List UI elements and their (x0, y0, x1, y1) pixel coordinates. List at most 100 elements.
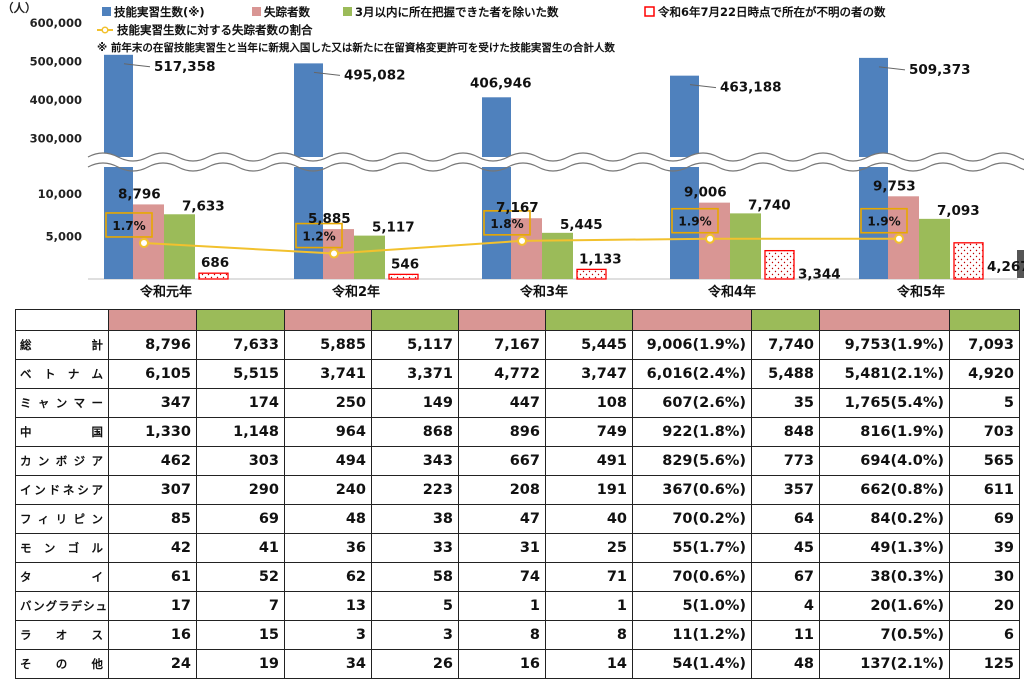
cell-missing: 9,006(1.9%) (632, 330, 752, 360)
table-row: バングラデシュ 17 7 13 5 1 1 5(1.0%) 4 20(1.6%) 20 (15, 591, 1020, 621)
cell-located: 3,747 (545, 359, 633, 389)
table-row: モンゴル 42 41 36 33 31 25 55(1.7%) 45 49(1.3%) 39 (15, 533, 1020, 563)
ratio-label-box (860, 207, 908, 234)
cell-located: 290 (196, 475, 285, 505)
table-row: インドネシア 307 290 240 223 208 191 367(0.6%) 357 662(… (15, 475, 1020, 505)
scroll-edge (1017, 250, 1024, 278)
legend-label-trainees: 技能実習生数(※) (114, 5, 205, 19)
cell-located: 48 (751, 649, 820, 679)
header-located-swatch (196, 309, 285, 331)
cell-located: 25 (545, 533, 633, 563)
cell-missing: 240 (284, 475, 372, 505)
bar-unknown (198, 272, 229, 280)
cell-missing: 964 (284, 417, 372, 447)
bar-trainees (482, 97, 511, 279)
cell-missing: 61 (108, 562, 197, 592)
cell-missing: 6,105 (108, 359, 197, 389)
row-label: バングラデシュ (15, 591, 109, 621)
header-missing-swatch (632, 309, 752, 331)
bar-trainees (670, 75, 699, 280)
cell-located: 1,148 (196, 417, 285, 447)
row-label: ラオス (15, 620, 109, 650)
ratio-label-box (671, 207, 719, 234)
cell-missing: 62 (284, 562, 372, 592)
label-unknown: 3,344 (798, 267, 841, 283)
ratio-label: 1.2% (302, 230, 335, 244)
cell-located: 69 (196, 504, 285, 534)
leader-line (878, 66, 906, 71)
cell-located: 5,515 (196, 359, 285, 389)
cell-located: 15 (196, 620, 285, 650)
bar-unknown (764, 249, 795, 280)
cell-located: 5 (949, 388, 1020, 418)
category-label: 令和元年 (140, 284, 192, 300)
cell-missing: 447 (458, 388, 546, 418)
cell-located: 5,445 (545, 330, 633, 360)
cell-missing: 54(1.4%) (632, 649, 752, 679)
cell-located: 174 (196, 388, 285, 418)
cell-missing: 3,741 (284, 359, 372, 389)
cell-missing: 922(1.8%) (632, 417, 752, 447)
cell-missing: 208 (458, 475, 546, 505)
cell-located: 5 (371, 591, 459, 621)
cell-located: 149 (371, 388, 459, 418)
cell-missing: 24 (108, 649, 197, 679)
bar-located (919, 218, 950, 279)
legend-swatch-unknown (644, 6, 655, 17)
table-row: タイ 61 52 62 58 74 71 70(0.6%) 67 38(0.3%) 30 (15, 562, 1020, 592)
cell-located: 1 (545, 591, 633, 621)
label-trainees: 406,946 (470, 75, 532, 91)
ratio-label: 1.7% (112, 219, 145, 233)
cell-missing: 16 (108, 620, 197, 650)
leader-line (123, 63, 151, 68)
header-missing-swatch (458, 309, 546, 331)
row-label: カンボジア (15, 446, 109, 476)
cell-missing: 17 (108, 591, 197, 621)
legend-marker-ratio (101, 26, 109, 34)
legend-label-unknown: 令和6年7月22日時点で所在が不明の者の数 (657, 5, 886, 19)
data-labels: 517,358 8,796 7,633 686 495,082 5,885 5,117 546… (118, 59, 1024, 283)
row-label: フィリピン (15, 504, 109, 534)
label-located: 7,633 (182, 198, 225, 214)
label-located: 7,740 (748, 197, 791, 213)
row-label: 中国 (15, 417, 109, 447)
ratio-label: 1.9% (867, 215, 900, 229)
cell-located: 5,117 (371, 330, 459, 360)
cell-missing: 55(1.7%) (632, 533, 752, 563)
y-tick-label: 600,000 (30, 16, 82, 30)
cell-located: 41 (196, 533, 285, 563)
cell-located: 868 (371, 417, 459, 447)
legend-label-located: 3月以内に所在把握できた者を除いた数 (355, 5, 559, 19)
header-missing-swatch (108, 309, 197, 331)
cell-located: 71 (545, 562, 633, 592)
header-missing-swatch (819, 309, 950, 331)
cell-located: 67 (751, 562, 820, 592)
cell-located: 14 (545, 649, 633, 679)
cell-missing: 7,167 (458, 330, 546, 360)
label-located: 5,445 (560, 217, 603, 233)
table-row: カンボジア 462 303 494 343 667 491 829(5.6%) 773 694(4… (15, 446, 1020, 476)
table-row: その他 24 19 34 26 16 14 54(1.4%) 48 137(2.1%) 125 (15, 649, 1020, 679)
cell-missing: 1,330 (108, 417, 197, 447)
cell-located: 52 (196, 562, 285, 592)
cell-located: 5,488 (751, 359, 820, 389)
break-line-top (87, 152, 1024, 162)
cell-located: 611 (949, 475, 1020, 505)
cell-located: 108 (545, 388, 633, 418)
ratio-label: 1.8% (490, 217, 523, 231)
bar-located (730, 213, 761, 279)
cell-located: 11 (751, 620, 820, 650)
cell-missing: 896 (458, 417, 546, 447)
cell-located: 565 (949, 446, 1020, 476)
category-label: 令和3年 (520, 284, 568, 300)
cell-missing: 367(0.6%) (632, 475, 752, 505)
header-located-swatch (949, 309, 1020, 331)
cell-missing: 7(0.5%) (819, 620, 950, 650)
label-trainees: 509,373 (909, 62, 971, 78)
legend-label-missing: 失踪者数 (264, 5, 310, 19)
break-line-bottom (87, 162, 1024, 172)
legend-swatch-trainees (102, 7, 111, 16)
ratio-marker (517, 235, 527, 246)
cell-located: 848 (751, 417, 820, 447)
cell-missing: 4,772 (458, 359, 546, 389)
